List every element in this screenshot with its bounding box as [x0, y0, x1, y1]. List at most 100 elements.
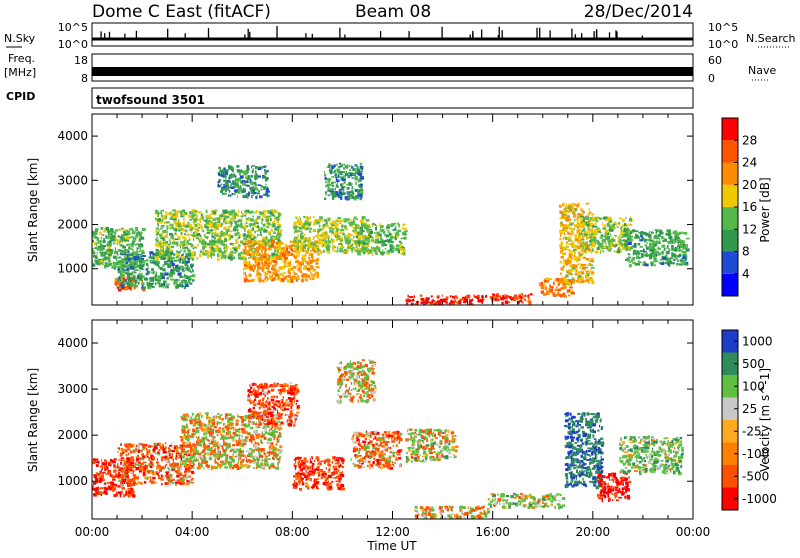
power-cell [230, 231, 233, 233]
power-cell [257, 226, 260, 228]
power-cell [633, 229, 635, 232]
power-cell [398, 250, 400, 253]
power-cell [603, 239, 606, 242]
power-cell [82, 250, 86, 252]
power-cell [239, 257, 242, 260]
power-cell [234, 252, 237, 254]
power-cell [80, 244, 83, 247]
power-cell [359, 245, 360, 248]
power-cell [355, 224, 357, 227]
power-cell [206, 222, 210, 225]
power-cell [259, 195, 263, 198]
power-cell [359, 192, 361, 194]
power-cell [126, 262, 128, 265]
power-cell [217, 258, 220, 261]
power-cell [325, 193, 327, 196]
power-cell [652, 255, 655, 257]
power-cell [69, 239, 72, 242]
power-cell [361, 225, 365, 227]
power-cell [279, 218, 280, 220]
power-cell [171, 250, 173, 253]
power-cell [588, 217, 589, 220]
power-cell [246, 181, 248, 184]
power-cell [634, 253, 637, 255]
power-cell [227, 246, 229, 248]
vel-cell [130, 488, 133, 490]
power-cell [69, 246, 73, 249]
y-tick-label: 4000 [57, 129, 88, 143]
power-cell [288, 275, 292, 278]
power-cell [332, 228, 334, 230]
power-cell [288, 260, 289, 262]
power-cell [179, 251, 181, 253]
power-cell [628, 224, 632, 226]
power-cell [156, 239, 159, 242]
power-cell [200, 237, 202, 240]
power-cell [198, 211, 202, 213]
power-cell [317, 246, 320, 248]
power-cell [317, 272, 319, 275]
power-cell [164, 235, 168, 238]
power-cell [670, 257, 673, 259]
power-cell [276, 235, 278, 238]
vel-cell [92, 485, 93, 488]
power-cell [237, 169, 240, 172]
power-cell [684, 232, 687, 235]
power-cell [399, 246, 401, 248]
power-cell [573, 279, 575, 282]
power-cell [250, 233, 252, 236]
power-cell [666, 247, 668, 249]
power-cell [226, 230, 228, 233]
power-cell [301, 232, 304, 234]
power-cell [265, 219, 269, 222]
power-cell [330, 194, 332, 196]
power-cell [315, 261, 318, 263]
power-cell [142, 275, 145, 278]
power-cell [182, 256, 183, 259]
power-cell [160, 267, 163, 270]
power-cell [645, 244, 647, 246]
power-cell [127, 250, 129, 252]
power-cell [355, 244, 358, 246]
power-cell [253, 246, 255, 249]
power-cell [498, 295, 502, 297]
power-cell [589, 271, 590, 274]
power-cell [568, 272, 570, 275]
power-cell [622, 232, 625, 234]
power-cell [108, 246, 111, 249]
power-cell [286, 248, 288, 251]
power-cell [100, 260, 103, 262]
power-cell [371, 246, 372, 248]
power-cell [621, 237, 622, 239]
power-cell [117, 239, 120, 242]
power-cell [566, 262, 569, 265]
power-cell [406, 300, 410, 302]
power-cell [189, 229, 192, 231]
power-cell [574, 209, 576, 212]
power-cell [337, 247, 339, 250]
power-cell [295, 230, 298, 233]
power-cell [143, 268, 145, 270]
power-cell [282, 257, 283, 260]
power-cell [174, 221, 178, 224]
power-cell [474, 295, 475, 298]
power-cell [187, 268, 189, 271]
power-cell [403, 237, 406, 240]
power-cell [469, 295, 471, 298]
frequency-panel: Freq. [MHz] 18 8 60 0 Nave [4, 52, 776, 85]
power-cell [190, 271, 192, 273]
vel-cell [106, 473, 107, 475]
vel-cell [105, 489, 106, 492]
power-cell [581, 233, 583, 235]
power-cell [213, 223, 217, 226]
power-cell [349, 197, 350, 200]
power-cell [313, 249, 315, 252]
power-cell [578, 235, 581, 238]
power-cell [579, 267, 581, 269]
vel-cell [108, 470, 110, 472]
power-cell [250, 187, 251, 190]
power-cell [217, 223, 219, 226]
power-cell [345, 196, 348, 200]
power-cell [572, 264, 575, 266]
power-cell [162, 215, 165, 217]
